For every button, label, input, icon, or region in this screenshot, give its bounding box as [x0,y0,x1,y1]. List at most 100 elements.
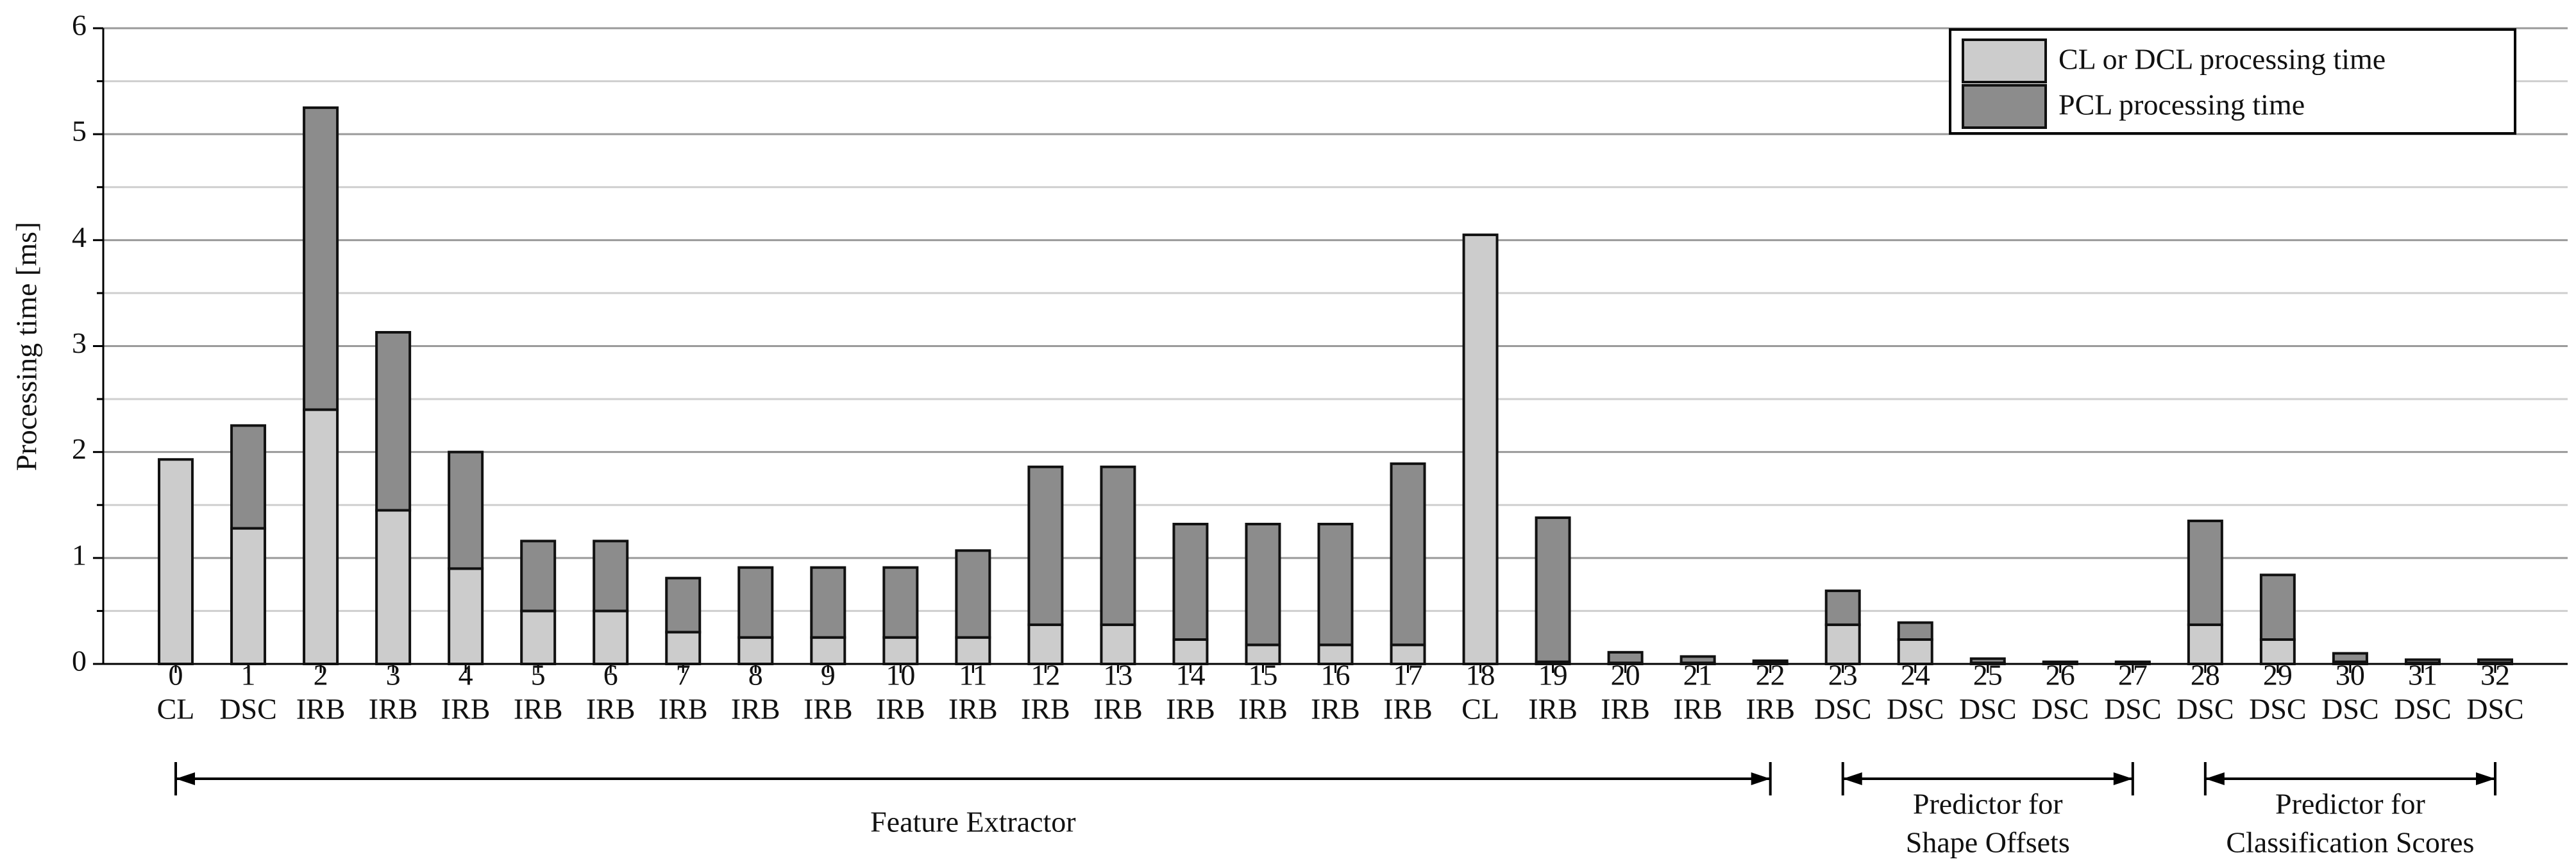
bar-segment [2114,660,2151,665]
bar-segment [2187,623,2223,665]
y-tick-label: 4 [72,221,87,253]
layer-type-label: IRB [586,693,636,726]
bar-segment [882,636,919,665]
bar-segment [520,539,557,613]
layer-type-label: DSC [2176,693,2234,726]
bar-segment [2042,660,2078,665]
x-tick-label: 3 [386,659,401,692]
bar-segment [1824,590,1861,626]
bar-segment [1462,233,1499,665]
layer-type-label: DSC [1959,693,2016,726]
arrowhead [1842,772,1862,785]
group-label: Predictor for [2275,788,2425,820]
arrowhead [2113,772,2133,785]
layer-type-label: IRB [804,693,853,726]
x-tick-label: 0 [169,659,183,692]
layer-type-label: IRB [1746,693,1795,726]
layer-type-label: DSC [219,693,276,726]
bar-segment [1607,650,1644,665]
layer-type-label: IRB [369,693,418,726]
bar-segment [1897,638,1933,665]
layer-type-label: IRB [1238,693,1288,726]
bar-segment [2259,573,2296,641]
y-tick-label: 1 [72,538,87,571]
group-label: Shape Offsets [1906,826,2070,859]
bar-segment [158,458,194,665]
bar-segment [1897,621,1933,641]
arrowhead [1751,772,1771,785]
legend-label: PCL processing time [2058,89,2305,121]
bar-segment [303,408,339,665]
x-tick-label: 1 [241,659,256,692]
bar-segment [2404,658,2441,665]
legend-label: CL or DCL processing time [2058,43,2386,76]
bar-segment [593,609,629,666]
arrowhead [176,772,196,785]
x-tick-label: 5 [531,659,546,692]
bar-segment [810,566,846,639]
legend-swatch [1962,38,2047,83]
bar-segment [737,636,774,665]
bar-segment [593,539,629,613]
layer-type-label: DSC [2394,693,2451,726]
y-tick-label: 2 [72,432,87,465]
layer-type-label: IRB [1383,693,1433,726]
layer-type-label: DSC [2104,693,2161,726]
bar-segment [1752,659,1789,665]
bar-segment [1172,522,1209,641]
bar-segment [737,566,774,639]
layer-type-label: IRB [514,693,563,726]
layer-type-label: IRB [1166,693,1215,726]
x-tick-label: 2 [314,659,328,692]
layer-type-label: IRB [659,693,708,726]
bar-segment [955,636,991,665]
x-tick-label: 9 [821,659,836,692]
bar-segment [1390,643,1426,666]
arrowhead [2205,772,2225,785]
layer-type-label: CL [157,693,195,726]
bar-segment [448,450,484,570]
y-tick-label: 5 [72,115,87,148]
bar-segment [230,424,267,530]
layer-type-label: DSC [1814,693,1871,726]
layer-type-label: IRB [1601,693,1650,726]
bar-segment [1027,623,1064,665]
bar-segment [1100,465,1136,626]
layer-type-label: IRB [876,693,925,726]
bar-segment [665,577,702,634]
arrowhead [2475,772,2495,785]
bar-segment [1969,657,2006,665]
bar-segment [1317,643,1354,666]
layer-type-label: IRB [1021,693,1070,726]
bar-segment [1245,643,1281,666]
layer-type-label: DSC [2466,693,2523,726]
bar-segment [1317,522,1354,647]
y-tick-label: 0 [72,645,87,677]
bar-segment [2259,638,2296,665]
group-label: Feature Extractor [870,806,1076,838]
group-label: Classification Scores [2226,826,2474,859]
layer-type-label: IRB [1528,693,1578,726]
bar-segment [1172,638,1209,665]
layer-type-label: DSC [2032,693,2089,726]
layer-type-label: IRB [1311,693,1360,726]
bar-segment [2187,520,2223,626]
bar-segment [1824,623,1861,665]
bar-segment [375,509,412,666]
bar-segment [882,566,919,639]
x-tick-label: 8 [748,659,763,692]
layer-type-label: IRB [441,693,491,726]
layer-type-label: DSC [1887,693,1944,726]
layer-type-label: IRB [1093,693,1143,726]
bar-segment [810,636,846,665]
x-tick-label: 7 [676,659,691,692]
layer-type-label: IRB [731,693,780,726]
bar-segment [1535,516,1571,663]
bar-segment [1679,655,1716,665]
bar-segment [303,106,339,411]
layer-type-label: IRB [948,693,998,726]
bar-segment [2477,658,2513,665]
y-tick-label: 3 [72,327,87,359]
x-tick-label: 4 [459,659,473,692]
